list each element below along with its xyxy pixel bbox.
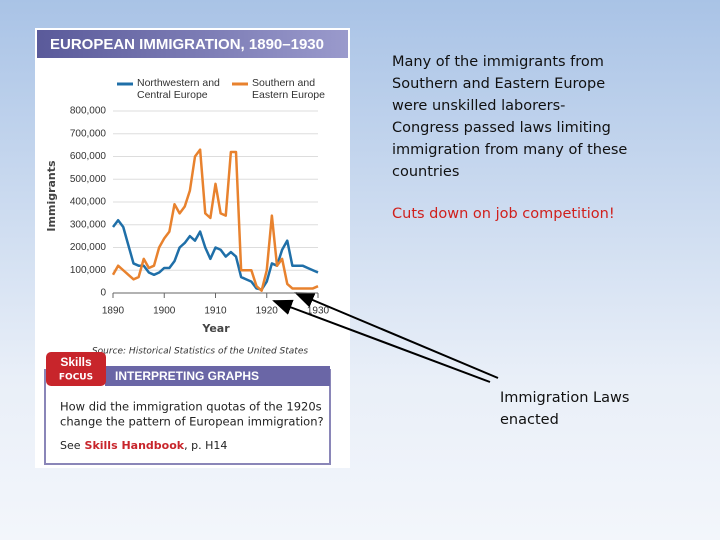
callout: Immigration Laws enacted xyxy=(500,387,629,431)
source-note: Source: Historical Statistics of the Uni… xyxy=(92,347,308,357)
y-tick-label: 700,000 xyxy=(70,128,107,139)
x-tick-label: 1910 xyxy=(204,306,227,317)
see: See xyxy=(60,439,81,452)
badge-bottom: FOCUS xyxy=(59,373,93,383)
title-bar xyxy=(37,30,348,58)
note-line: Many of the immigrants from xyxy=(392,54,604,70)
page-ref: , p. H14 xyxy=(184,439,227,452)
skills-badge xyxy=(46,352,106,386)
x-tick-label: 1900 xyxy=(153,306,176,317)
x-tick-label: 1930 xyxy=(307,306,330,317)
series-line xyxy=(112,218,319,291)
y-tick-label: 0 xyxy=(100,288,106,299)
note-line: Congress passed laws limiting xyxy=(392,120,611,136)
question-line: How did the immigration quotas of the 19… xyxy=(60,400,322,414)
highlight: Cuts down on job competition! xyxy=(392,206,615,222)
y-axis-label: Immigrants xyxy=(45,160,58,232)
y-tick-label: 500,000 xyxy=(70,174,107,185)
x-tick-label: 1920 xyxy=(256,306,279,317)
callout-line: Immigration Laws xyxy=(500,390,630,406)
note-line: immigration from many of these xyxy=(392,142,628,158)
chart-title: EUROPEAN IMMIGRATION, 1890–1930 xyxy=(50,36,324,53)
notes: Many of the immigrants from Southern and … xyxy=(392,51,627,183)
x-axis-label: Year xyxy=(201,322,230,335)
legend-entry: Northwestern and Central Europe xyxy=(137,77,220,101)
skills-heading: INTERPRETING GRAPHS xyxy=(115,369,259,383)
badge-top: Skills xyxy=(60,355,92,369)
skills-heading-bar xyxy=(105,366,330,386)
note-line: Southern and Eastern Europe xyxy=(392,76,606,92)
y-tick-label: 600,000 xyxy=(70,151,107,162)
arrow xyxy=(272,299,491,383)
see-text: See Skills Handbook, p. H14 xyxy=(60,439,227,452)
arrow xyxy=(294,292,499,379)
y-tick-label: 800,000 xyxy=(70,106,107,117)
y-tick-label: 400,000 xyxy=(70,197,107,208)
legend-entry: Southern and Eastern Europe xyxy=(252,77,325,101)
note-line: countries xyxy=(392,164,460,180)
callout-line: enacted xyxy=(500,412,559,428)
series-line xyxy=(111,148,319,292)
y-tick-label: 200,000 xyxy=(70,242,107,253)
question-line: change the pattern of European immigrati… xyxy=(60,415,324,429)
y-tick-label: 100,000 xyxy=(70,265,107,276)
handbook: Skills Handbook xyxy=(85,439,185,452)
note-line: were unskilled laborers- xyxy=(392,98,566,114)
x-tick-label: 1890 xyxy=(102,306,125,317)
y-tick-label: 300,000 xyxy=(70,219,107,230)
